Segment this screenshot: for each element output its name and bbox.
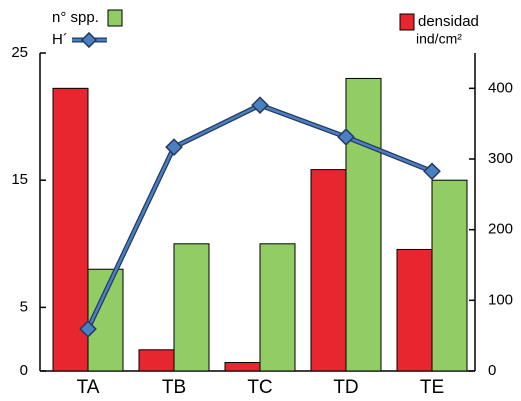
y-tick-label: 0 xyxy=(20,362,28,379)
y2-tick-label: 400 xyxy=(488,79,513,96)
line-marker xyxy=(79,320,97,338)
x-tick-label: TC xyxy=(247,377,272,398)
y2-tick-label: 200 xyxy=(488,221,513,238)
x-tick-label: TD xyxy=(333,377,358,398)
y2-tick-label: 0 xyxy=(488,362,496,379)
legend-label: n° spp. xyxy=(52,9,99,26)
y-tick-label: 15 xyxy=(11,171,28,188)
y2-label: ind/cm² xyxy=(416,31,462,47)
bar xyxy=(396,248,433,372)
line-marker xyxy=(251,96,269,114)
x-tick-label: TA xyxy=(77,377,100,398)
bar xyxy=(345,77,382,372)
legend-label: densidad xyxy=(418,13,479,30)
line-marker xyxy=(165,138,183,156)
legend-marker xyxy=(80,31,98,49)
y2-tick-label: 100 xyxy=(488,291,513,308)
bar xyxy=(431,179,468,372)
x-tick-label: TE xyxy=(420,377,444,398)
bar xyxy=(173,243,210,372)
y2-tick-label: 300 xyxy=(488,150,513,167)
line-marker xyxy=(423,162,441,181)
legend-swatch xyxy=(107,9,123,27)
y-tick-label: 25 xyxy=(11,44,28,61)
y-tick-label: 5 xyxy=(20,298,28,315)
legend-label: H´ xyxy=(52,31,68,48)
bar xyxy=(310,169,347,372)
bar xyxy=(259,243,296,372)
x-tick-label: TB xyxy=(162,377,186,398)
bar xyxy=(224,362,261,372)
bar xyxy=(52,87,89,372)
bar xyxy=(138,349,175,372)
legend-swatch xyxy=(399,13,415,31)
line-marker xyxy=(337,128,355,146)
